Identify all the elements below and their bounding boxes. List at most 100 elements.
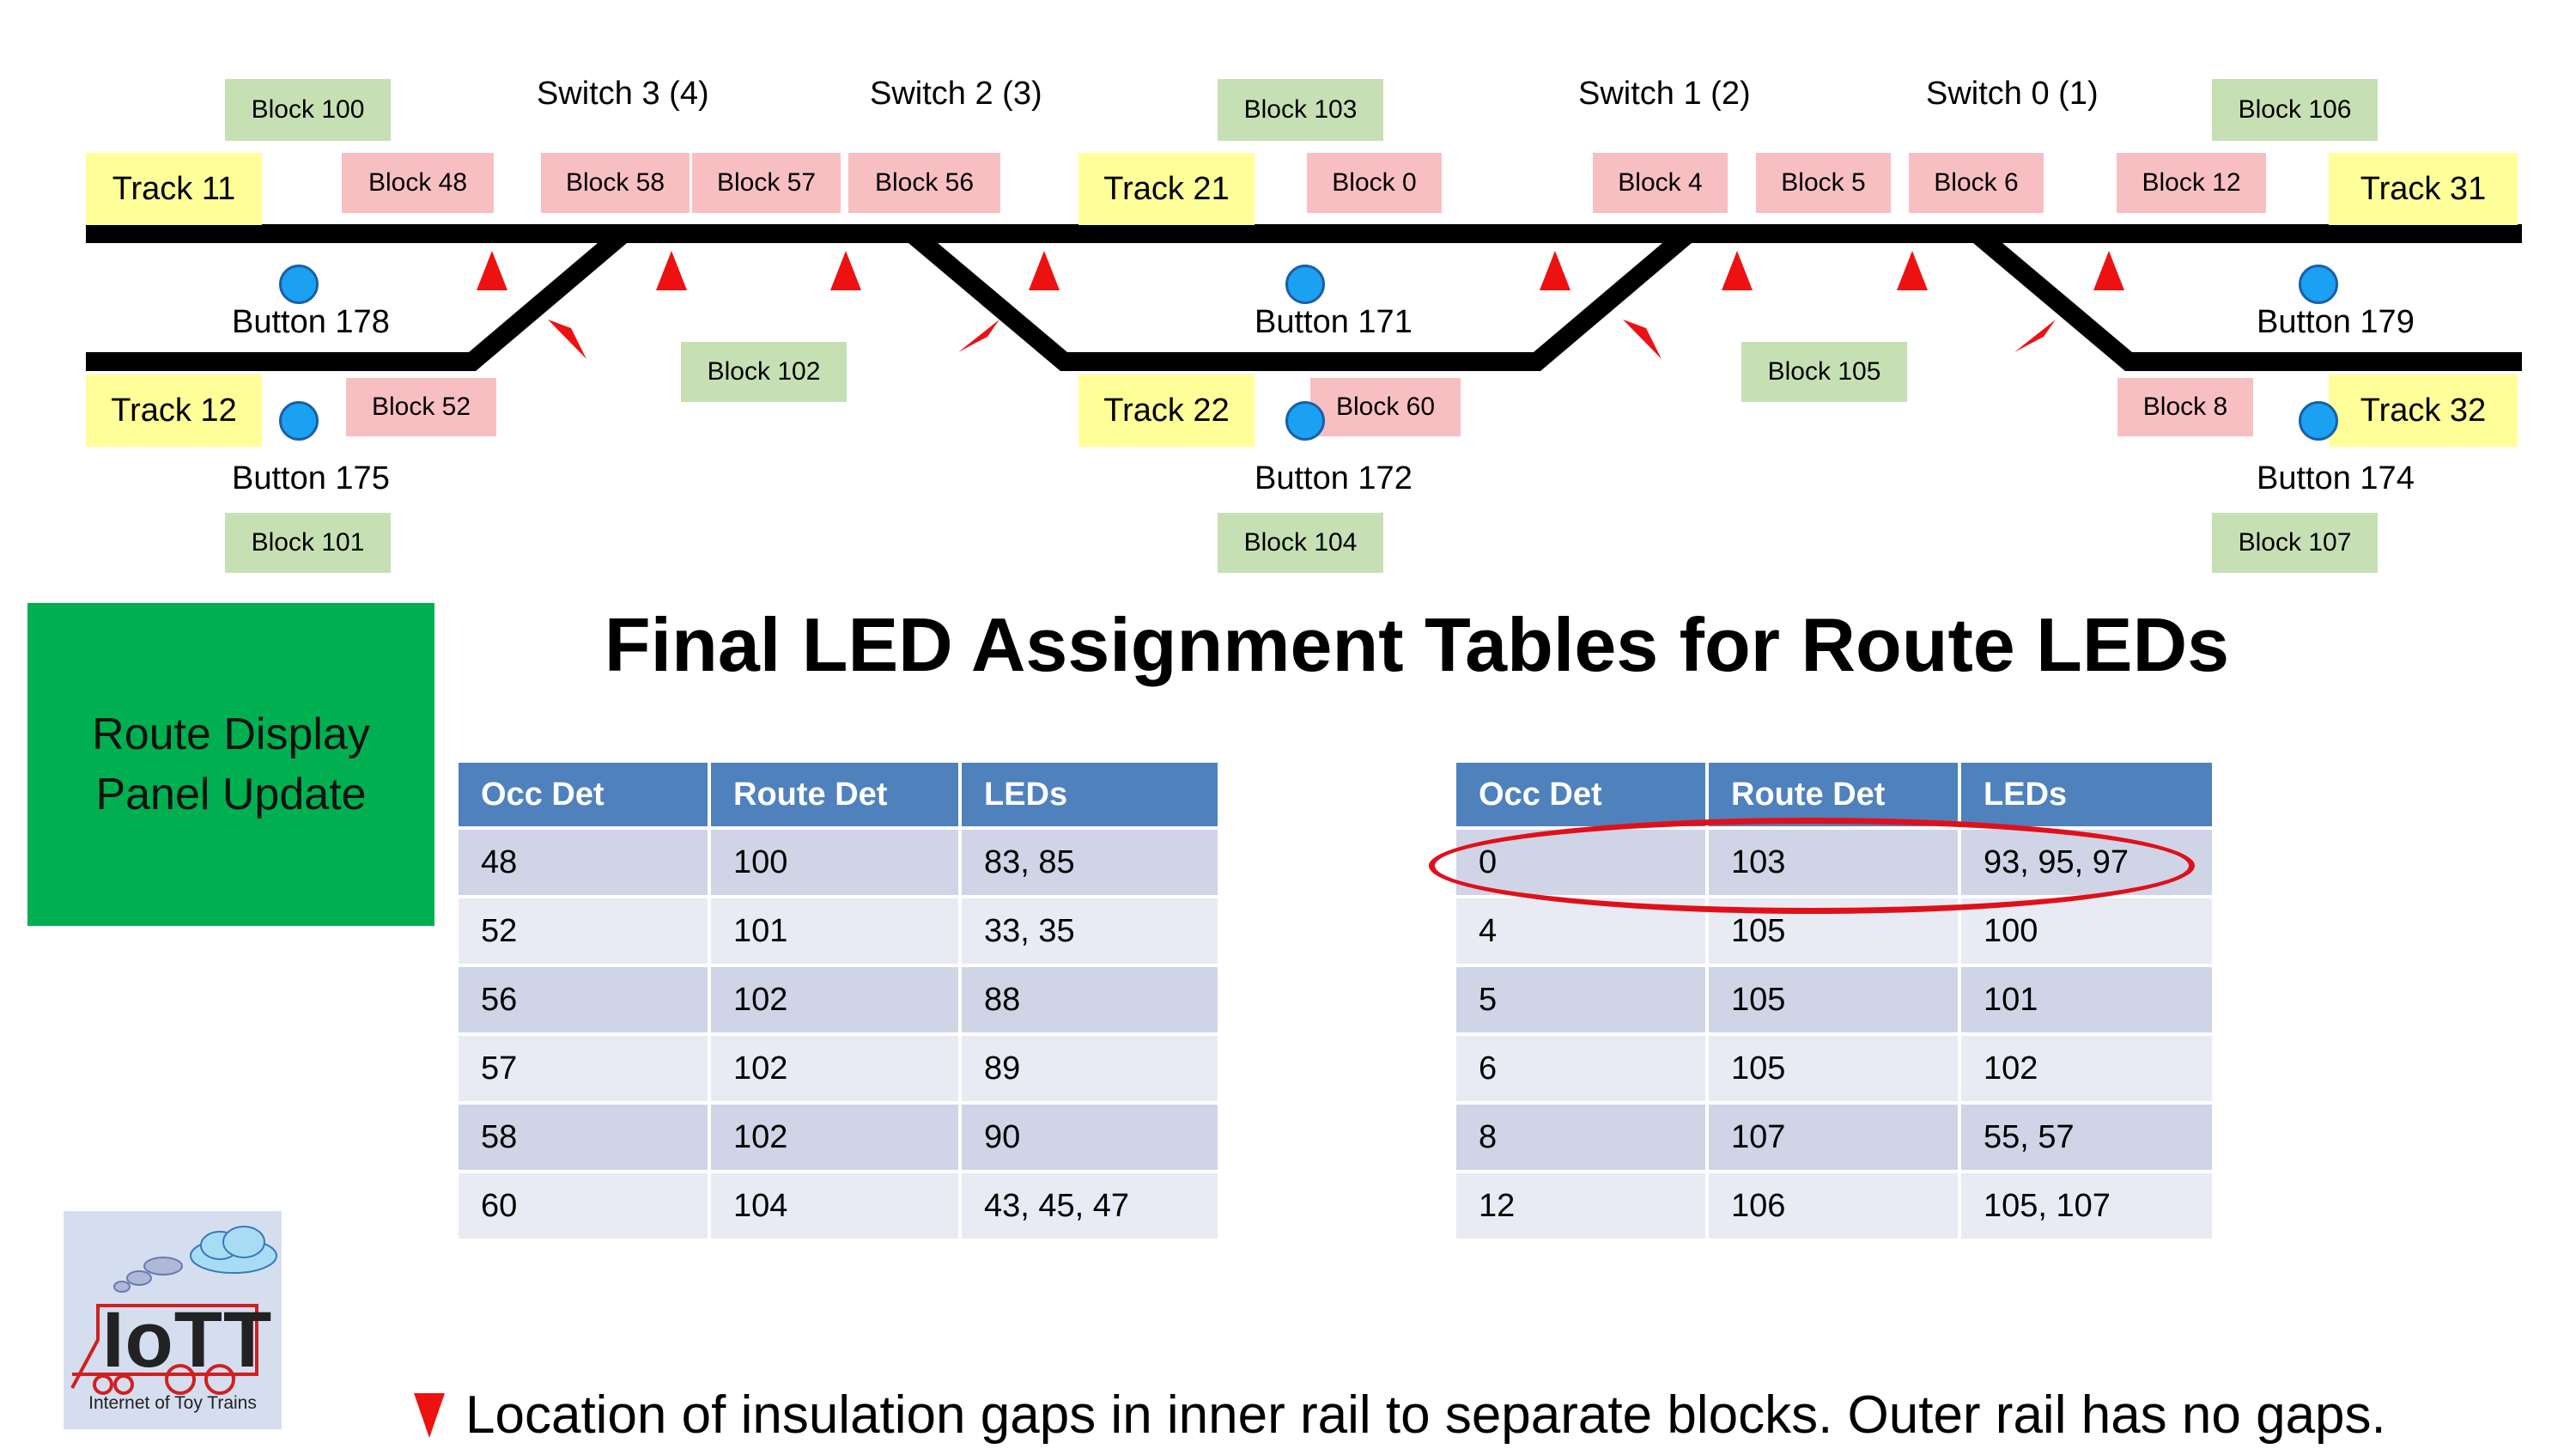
table-cell: 102 bbox=[711, 1036, 958, 1101]
table-row: 4 105 100 bbox=[1456, 898, 2212, 964]
track-lines bbox=[86, 224, 2522, 371]
switch-2-label: Switch 2 (3) bbox=[870, 76, 1042, 112]
button-171-dot bbox=[1285, 265, 1325, 304]
table-cell: 55, 57 bbox=[1961, 1105, 2212, 1170]
table-cell: 4 bbox=[1456, 898, 1705, 964]
table-cell: 83, 85 bbox=[962, 830, 1218, 895]
table-cell: 103 bbox=[1709, 830, 1958, 895]
table-row: 60 104 43, 45, 47 bbox=[459, 1173, 1218, 1239]
table-cell: 12 bbox=[1456, 1173, 1705, 1239]
block-0-label: Block 0 bbox=[1307, 153, 1442, 213]
table-row: 56 102 88 bbox=[459, 967, 1218, 1032]
gap-marker bbox=[1540, 251, 1571, 290]
gap-marker bbox=[1897, 251, 1928, 290]
gap-marker bbox=[548, 320, 586, 359]
gap-marker bbox=[2093, 251, 2124, 290]
table-cell: 43, 45, 47 bbox=[962, 1173, 1218, 1239]
switch-3-label: Switch 3 (4) bbox=[537, 76, 709, 112]
gap-marker bbox=[1722, 251, 1753, 290]
table-cell: 5 bbox=[1456, 967, 1705, 1032]
block-105-label: Block 105 bbox=[1741, 342, 1907, 402]
table-cell: 57 bbox=[459, 1036, 708, 1101]
table-cell: 93, 95, 97 bbox=[1961, 830, 2212, 895]
block-104-label: Block 104 bbox=[1218, 513, 1383, 573]
column-header-route-det: Route Det bbox=[1709, 763, 1958, 826]
block-52-label: Block 52 bbox=[346, 378, 496, 436]
gap-marker bbox=[1623, 320, 1662, 359]
block-101-label: Block 101 bbox=[225, 513, 391, 573]
block-56-label: Block 56 bbox=[848, 153, 1000, 213]
table-cell: 100 bbox=[711, 830, 958, 895]
block-57-label: Block 57 bbox=[692, 153, 841, 213]
gap-marker bbox=[2014, 320, 2056, 352]
table-header-row: Occ Det Route Det LEDs bbox=[1456, 763, 2212, 826]
track-22-label: Track 22 bbox=[1078, 374, 1255, 447]
route-display-panel: Route Display Panel Update bbox=[27, 603, 434, 926]
table-cell: 100 bbox=[1961, 898, 2212, 964]
block-100-label: Block 100 bbox=[225, 79, 391, 141]
button-178-label: Button 178 bbox=[232, 304, 390, 340]
iott-logo: IoTT Internet of Toy Trains bbox=[64, 1211, 282, 1429]
table-row: 57 102 89 bbox=[459, 1036, 1218, 1101]
table-header-row: Occ Det Route Det LEDs bbox=[459, 763, 1218, 826]
block-4-label: Block 4 bbox=[1593, 153, 1728, 213]
gap-marker bbox=[1029, 251, 1060, 290]
track-32-label: Track 32 bbox=[2329, 374, 2518, 447]
lower-line-middle bbox=[905, 226, 1695, 371]
table-cell: 6 bbox=[1456, 1036, 1705, 1101]
route-panel-line-2: Panel Update bbox=[95, 770, 367, 819]
block-102-label: Block 102 bbox=[681, 342, 847, 402]
table-cell: 90 bbox=[962, 1105, 1218, 1170]
table-cell: 101 bbox=[711, 898, 958, 964]
table-cell: 102 bbox=[711, 967, 958, 1032]
column-header-leds: LEDs bbox=[962, 763, 1218, 826]
led-assignment-table-left: Occ Det Route Det LEDs 48 100 83, 85 52 … bbox=[455, 759, 1221, 1242]
button-179-label: Button 179 bbox=[2257, 304, 2415, 340]
track-12-label: Track 12 bbox=[86, 374, 262, 447]
table-cell: 88 bbox=[962, 967, 1218, 1032]
column-header-occ-det: Occ Det bbox=[1456, 763, 1705, 826]
button-174-dot bbox=[2299, 401, 2338, 441]
table-row: 8 107 55, 57 bbox=[1456, 1105, 2212, 1170]
gap-marker bbox=[656, 251, 687, 290]
table-row: 58 102 90 bbox=[459, 1105, 1218, 1170]
block-12-label: Block 12 bbox=[2117, 153, 2266, 213]
button-175-label: Button 175 bbox=[232, 460, 390, 496]
table-row: 48 100 83, 85 bbox=[459, 830, 1218, 895]
column-header-occ-det: Occ Det bbox=[459, 763, 708, 826]
track-31-label: Track 31 bbox=[2329, 153, 2518, 225]
button-178-dot bbox=[279, 265, 319, 304]
table-cell: 48 bbox=[459, 830, 708, 895]
table-cell: 33, 35 bbox=[962, 898, 1218, 964]
track-21-label: Track 21 bbox=[1078, 153, 1255, 225]
train-cloud-icon bbox=[70, 1226, 277, 1395]
table-cell: 58 bbox=[459, 1105, 708, 1170]
column-header-leds: LEDs bbox=[1961, 763, 2212, 826]
logo-subtitle: Internet of Toy Trains bbox=[88, 1393, 257, 1413]
track-layout-diagram bbox=[86, 224, 2522, 371]
block-60-label: Block 60 bbox=[1310, 378, 1461, 436]
table-cell: 56 bbox=[459, 967, 708, 1032]
gap-marker bbox=[830, 251, 861, 290]
table-row: 52 101 33, 35 bbox=[459, 898, 1218, 964]
block-106-label: Block 106 bbox=[2212, 79, 2378, 141]
table-cell: 52 bbox=[459, 898, 708, 964]
table-cell: 8 bbox=[1456, 1105, 1705, 1170]
table-row: 5 105 101 bbox=[1456, 967, 2212, 1032]
insulation-gap-markers bbox=[477, 251, 2124, 359]
table-cell: 106 bbox=[1709, 1173, 1958, 1239]
block-107-label: Block 107 bbox=[2212, 513, 2378, 573]
legend-text: Location of insulation gaps in inner rai… bbox=[465, 1385, 2386, 1445]
route-panel-text: Route Display Panel Update bbox=[92, 704, 370, 825]
lower-line-right bbox=[1970, 226, 2522, 371]
block-48-label: Block 48 bbox=[342, 153, 494, 213]
table-cell: 105 bbox=[1709, 1036, 1958, 1101]
table-row: 6 105 102 bbox=[1456, 1036, 2212, 1101]
led-assignment-table-right: Occ Det Route Det LEDs 0 103 93, 95, 97 … bbox=[1453, 759, 2215, 1242]
block-58-label: Block 58 bbox=[541, 153, 690, 213]
table-cell: 101 bbox=[1961, 967, 2212, 1032]
gap-marker-icon bbox=[414, 1392, 445, 1438]
table-cell: 102 bbox=[1961, 1036, 2212, 1101]
switch-1-label: Switch 1 (2) bbox=[1578, 76, 1751, 112]
table-cell: 104 bbox=[711, 1173, 958, 1239]
